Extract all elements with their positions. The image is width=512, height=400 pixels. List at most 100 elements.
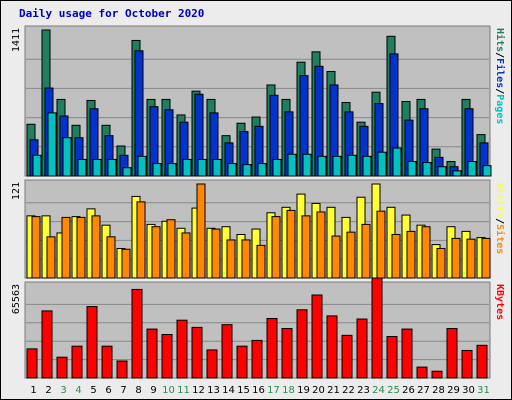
bar-kbytes-day-22: [341, 334, 353, 379]
bar-kbytes-day-26: [401, 328, 413, 379]
series-pages: [32, 112, 492, 177]
bar-kbytes-day-10: [161, 333, 173, 379]
bar-pages-day-31: [482, 165, 492, 177]
legend-label: Visits/Sites: [494, 182, 506, 254]
x-tick-day-17: 17: [267, 385, 280, 396]
x-tick-day-6: 6: [105, 385, 111, 396]
bar-kbytes-day-1: [26, 348, 38, 379]
panel-2: 121 Visits/Sites: [11, 179, 506, 279]
bar-pages-day-9: [152, 163, 162, 177]
bar-pages-day-15: [242, 164, 252, 177]
x-tick-day-5: 5: [90, 385, 96, 396]
x-tick-day-4: 4: [75, 385, 81, 396]
bar-pages-day-18: [287, 153, 297, 177]
bar-pages-day-25: [392, 147, 402, 177]
x-tick-day-14: 14: [222, 385, 235, 396]
x-tick-day-29: 29: [447, 385, 460, 396]
bar-sites-day-31: [481, 237, 491, 279]
bar-kbytes-day-25: [386, 336, 398, 379]
x-tick-day-10: 10: [162, 385, 175, 396]
chart-title: Daily usage for October 2020: [19, 7, 204, 20]
bar-kbytes-day-21: [326, 315, 338, 379]
bar-pages-day-1: [32, 154, 42, 177]
x-tick-day-16: 16: [252, 385, 265, 396]
bar-kbytes-day-28: [431, 370, 443, 379]
bar-pages-day-17: [272, 158, 282, 177]
bar-kbytes-day-19: [296, 309, 308, 379]
x-tick-day-25: 25: [387, 385, 400, 396]
bar-sites-day-1: [31, 216, 41, 279]
x-tick-day-1: 1: [30, 385, 36, 396]
x-tick-day-20: 20: [312, 385, 325, 396]
bar-sites-day-5: [91, 215, 101, 279]
bar-kbytes-day-31: [476, 344, 488, 379]
series-kbytes: [26, 277, 488, 379]
x-axis-labels: 1 2 3 4 5 6 7 8 9 10 11 12 13 14 15 16 17 18 19 20 21 22 23 24 2…: [30, 385, 490, 396]
bar-sites-day-3: [61, 216, 71, 279]
bar-pages-day-12: [197, 158, 207, 177]
bar-kbytes-day-17: [266, 318, 278, 379]
bar-sites-day-15: [241, 239, 251, 279]
bar-sites-day-7: [121, 248, 131, 279]
legend-part: Pages: [494, 94, 505, 124]
bar-pages-day-19: [302, 153, 312, 177]
legend-label: Hits/Files/Pages: [494, 28, 506, 124]
x-tick-day-26: 26: [402, 385, 415, 396]
bar-kbytes-day-3: [56, 356, 68, 379]
bar-kbytes-day-5: [86, 306, 98, 379]
bar-pages-day-21: [332, 155, 342, 177]
bar-kbytes-day-23: [356, 318, 368, 379]
series-files: [29, 50, 489, 177]
bar-pages-day-6: [107, 158, 117, 177]
bar-sites-day-2: [46, 236, 56, 279]
bar-kbytes-day-12: [191, 326, 203, 379]
bar-kbytes-day-6: [101, 345, 113, 379]
legend-part: Visits: [494, 182, 506, 218]
x-tick-day-8: 8: [135, 385, 141, 396]
bar-pages-day-13: [212, 158, 222, 177]
legend-part: Sites: [494, 224, 506, 254]
y-max-label: 121: [11, 182, 22, 200]
bar-sites-day-22: [346, 231, 356, 279]
bar-kbytes-day-2: [41, 310, 53, 379]
bar-sites-day-13: [211, 228, 221, 279]
bar-pages-day-14: [227, 163, 237, 177]
bar-sites-day-29: [451, 237, 461, 279]
bar-pages-day-28: [437, 166, 447, 177]
x-tick-day-19: 19: [297, 385, 310, 396]
bar-pages-day-3: [62, 137, 72, 177]
legend-part: /: [494, 88, 505, 94]
legend-part: Hits: [494, 28, 506, 52]
x-tick-day-7: 7: [120, 385, 126, 396]
bar-pages-day-23: [362, 155, 372, 177]
panel-3: 65563 KBytes: [11, 277, 505, 379]
bar-kbytes-day-9: [146, 328, 158, 379]
bar-pages-day-26: [407, 161, 417, 177]
bar-sites-day-27: [421, 226, 431, 279]
legend-part: /: [494, 52, 505, 58]
bar-pages-day-10: [167, 163, 177, 177]
bar-kbytes-day-13: [206, 349, 218, 379]
bar-pages-day-22: [347, 154, 357, 177]
bar-pages-day-2: [47, 112, 57, 177]
bar-pages-day-30: [467, 161, 477, 177]
x-tick-day-15: 15: [237, 385, 250, 396]
bar-kbytes-day-30: [461, 349, 473, 379]
bar-sites-day-12: [196, 183, 206, 279]
bar-sites-day-6: [106, 236, 116, 279]
x-tick-day-3: 3: [60, 385, 66, 396]
bar-sites-day-14: [226, 239, 236, 279]
bar-pages-day-5: [92, 158, 102, 177]
bar-sites-day-4: [76, 216, 86, 279]
y-max-label: 65563: [11, 284, 22, 314]
bar-kbytes-day-15: [236, 345, 248, 379]
legend-part: Files: [494, 58, 506, 88]
legend-label: KBytes: [494, 284, 505, 320]
bar-kbytes-day-11: [176, 319, 188, 379]
bar-pages-day-4: [77, 158, 87, 177]
bar-kbytes-day-4: [71, 345, 83, 379]
bar-kbytes-day-16: [251, 339, 263, 379]
bar-sites-day-18: [286, 209, 296, 279]
